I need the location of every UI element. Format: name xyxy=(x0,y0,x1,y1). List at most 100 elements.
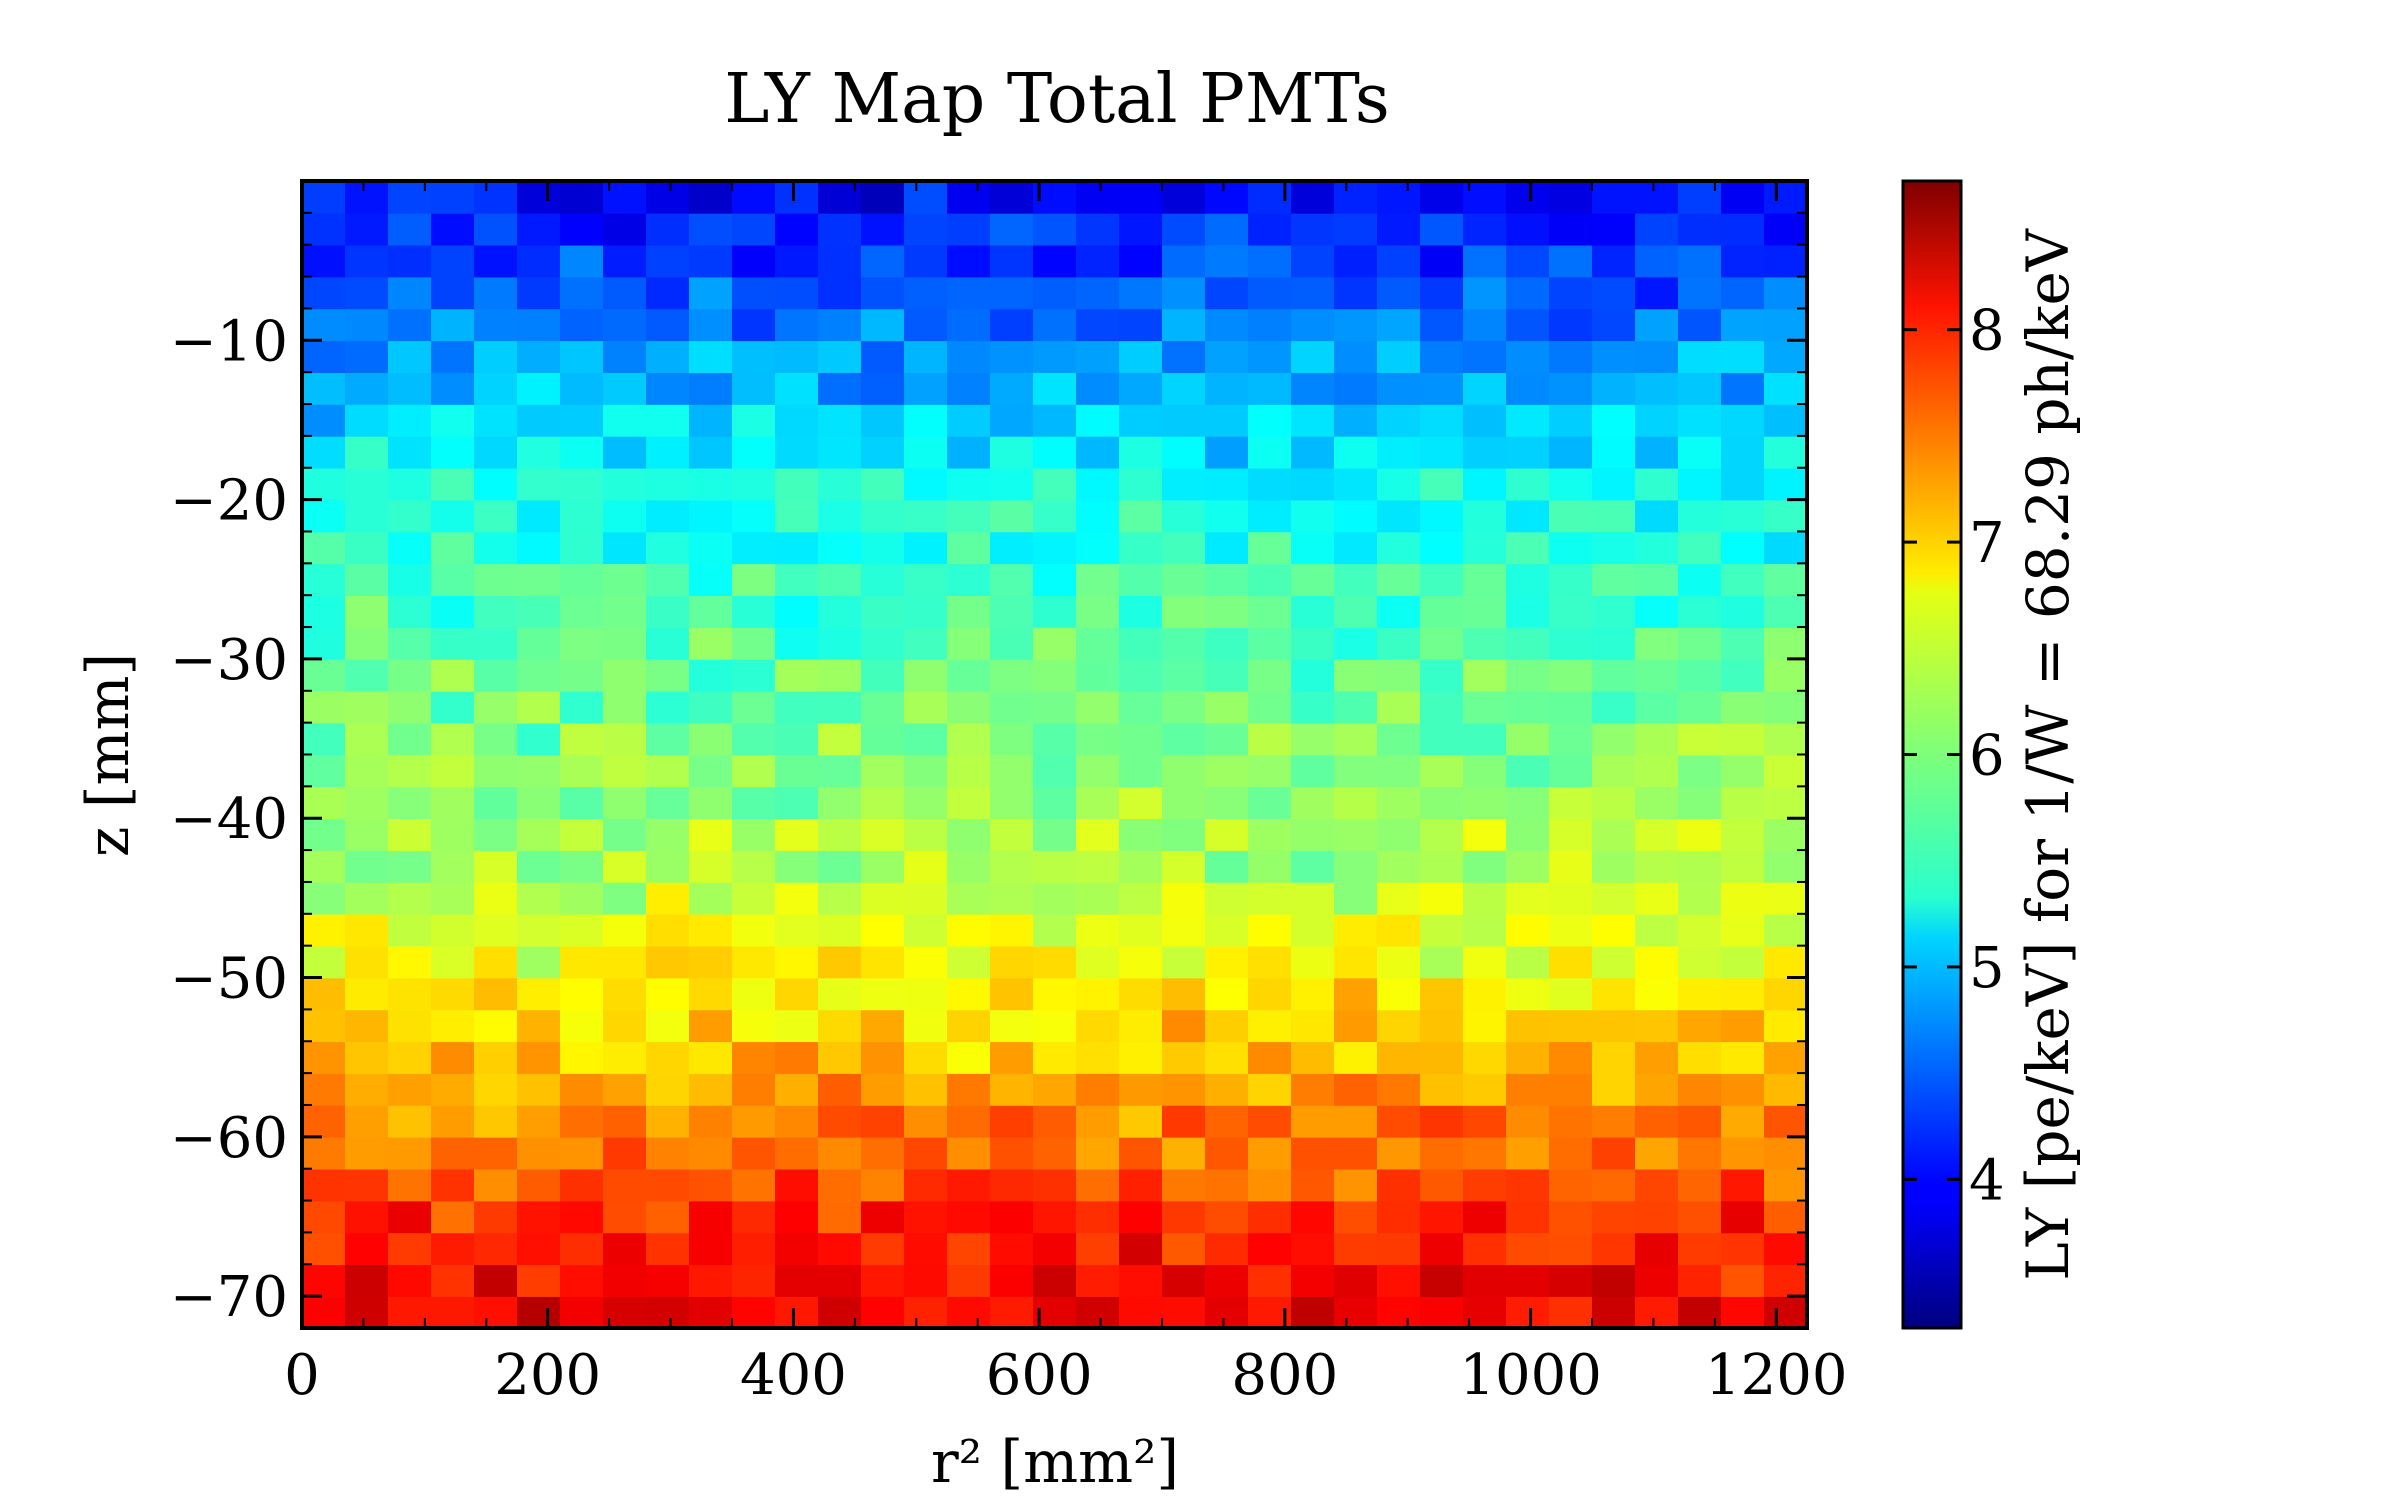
heatmap-cell xyxy=(1119,881,1163,915)
heatmap-cell xyxy=(1205,1041,1249,1074)
heatmap-cell xyxy=(1420,1296,1464,1329)
heatmap-cell xyxy=(345,212,389,246)
heatmap-cell xyxy=(1033,850,1077,883)
heatmap-cell xyxy=(1076,1104,1120,1138)
heatmap-cell xyxy=(1592,372,1636,405)
heatmap-cell xyxy=(1463,308,1507,342)
heatmap-cell xyxy=(388,435,432,469)
heatmap-cell xyxy=(990,1296,1034,1329)
heatmap-cell xyxy=(1592,308,1636,342)
heatmap-cell xyxy=(947,913,991,947)
heatmap-cell xyxy=(431,1136,475,1170)
heatmap-cell xyxy=(1033,977,1077,1011)
heatmap-cell xyxy=(689,850,733,883)
heatmap-cell xyxy=(1549,467,1593,501)
heatmap-cell xyxy=(1678,1136,1722,1170)
heatmap-cell xyxy=(1162,404,1206,437)
heatmap-cell xyxy=(1033,1168,1077,1202)
heatmap-cell xyxy=(1549,977,1593,1011)
heatmap-cell xyxy=(861,435,905,469)
heatmap-cell xyxy=(990,404,1034,437)
heatmap-cell xyxy=(1420,850,1464,883)
heatmap-cell xyxy=(302,1041,346,1074)
heatmap-cell xyxy=(1076,913,1120,947)
heatmap-cell xyxy=(775,276,819,310)
heatmap-cell xyxy=(1334,340,1378,373)
heatmap-cell xyxy=(1721,850,1765,883)
heatmap-cell xyxy=(1506,754,1550,788)
heatmap-cell xyxy=(388,1073,432,1106)
heatmap-cell xyxy=(1463,1168,1507,1202)
heatmap-cell xyxy=(1334,818,1378,851)
heatmap-cell xyxy=(818,531,862,565)
heatmap-cell xyxy=(431,276,475,310)
heatmap-cell xyxy=(1678,945,1722,979)
heatmap-cell xyxy=(1334,913,1378,947)
heatmap-cell xyxy=(1678,658,1722,692)
colorbar-ticks: 4 5 6 7 8 xyxy=(1903,299,2005,1213)
heatmap-cell xyxy=(431,754,475,788)
heatmap-cell xyxy=(560,818,604,851)
heatmap-cell xyxy=(689,977,733,1011)
heatmap-cell xyxy=(990,435,1034,469)
heatmap-cell xyxy=(517,308,561,342)
heatmap-cell xyxy=(1506,818,1550,851)
heatmap-cell xyxy=(818,1073,862,1106)
heatmap-cell xyxy=(1033,1041,1077,1074)
heatmap-cell xyxy=(1119,977,1163,1011)
heatmap-cell xyxy=(1119,658,1163,692)
heatmap-cell xyxy=(302,1168,346,1202)
heatmap-cell xyxy=(775,1264,819,1297)
heatmap-cell xyxy=(603,467,647,501)
heatmap-cell xyxy=(990,467,1034,501)
heatmap-cell xyxy=(1678,690,1722,724)
heatmap-cell xyxy=(1076,404,1120,437)
heatmap-cell xyxy=(689,690,733,724)
heatmap-cell xyxy=(345,467,389,501)
heatmap-cell xyxy=(1076,212,1120,246)
heatmap-cell xyxy=(1248,595,1292,628)
heatmap-cell xyxy=(517,1232,561,1266)
heatmap-cell xyxy=(1291,1200,1335,1234)
heatmap-cell xyxy=(1205,1168,1249,1202)
heatmap-cell xyxy=(560,1009,604,1043)
heatmap-cell xyxy=(517,435,561,469)
heatmap-cell xyxy=(904,1104,948,1138)
heatmap-cell xyxy=(1248,881,1292,915)
heatmap-cell xyxy=(732,404,776,437)
heatmap-cell xyxy=(1678,977,1722,1011)
heatmap-cell xyxy=(904,786,948,820)
heatmap-cell xyxy=(1334,308,1378,342)
heatmap-cell xyxy=(1592,913,1636,947)
heatmap-cell xyxy=(431,1168,475,1202)
heatmap-cell xyxy=(1463,531,1507,565)
heatmap-cell xyxy=(1549,499,1593,533)
heatmap-cell xyxy=(1377,818,1421,851)
heatmap-cell xyxy=(646,212,690,246)
heatmap-cell xyxy=(345,1232,389,1266)
heatmap-cell xyxy=(990,1104,1034,1138)
heatmap-cell xyxy=(904,1232,948,1266)
heatmap-cell xyxy=(775,850,819,883)
heatmap-cell xyxy=(1549,1104,1593,1138)
heatmap-cell xyxy=(1678,435,1722,469)
heatmap-cell xyxy=(1764,850,1808,883)
heatmap-cell xyxy=(818,627,862,660)
heatmap-cell xyxy=(560,1296,604,1329)
heatmap-cell xyxy=(1076,1136,1120,1170)
heatmap-cell xyxy=(1420,913,1464,947)
heatmap-cell xyxy=(1463,1264,1507,1297)
heatmap-cell xyxy=(474,563,518,596)
heatmap-cell xyxy=(1205,786,1249,820)
heatmap-cell xyxy=(1377,658,1421,692)
heatmap-cell xyxy=(603,1009,647,1043)
heatmap-cell xyxy=(1635,563,1679,596)
heatmap-cell xyxy=(990,977,1034,1011)
heatmap-cell xyxy=(775,531,819,565)
heatmap-cell xyxy=(1420,627,1464,660)
heatmap-cell xyxy=(1721,722,1765,756)
heatmap-cell xyxy=(1377,1232,1421,1266)
heatmap-cell xyxy=(1721,467,1765,501)
heatmap-cell xyxy=(474,658,518,692)
heatmap-cell xyxy=(1119,563,1163,596)
